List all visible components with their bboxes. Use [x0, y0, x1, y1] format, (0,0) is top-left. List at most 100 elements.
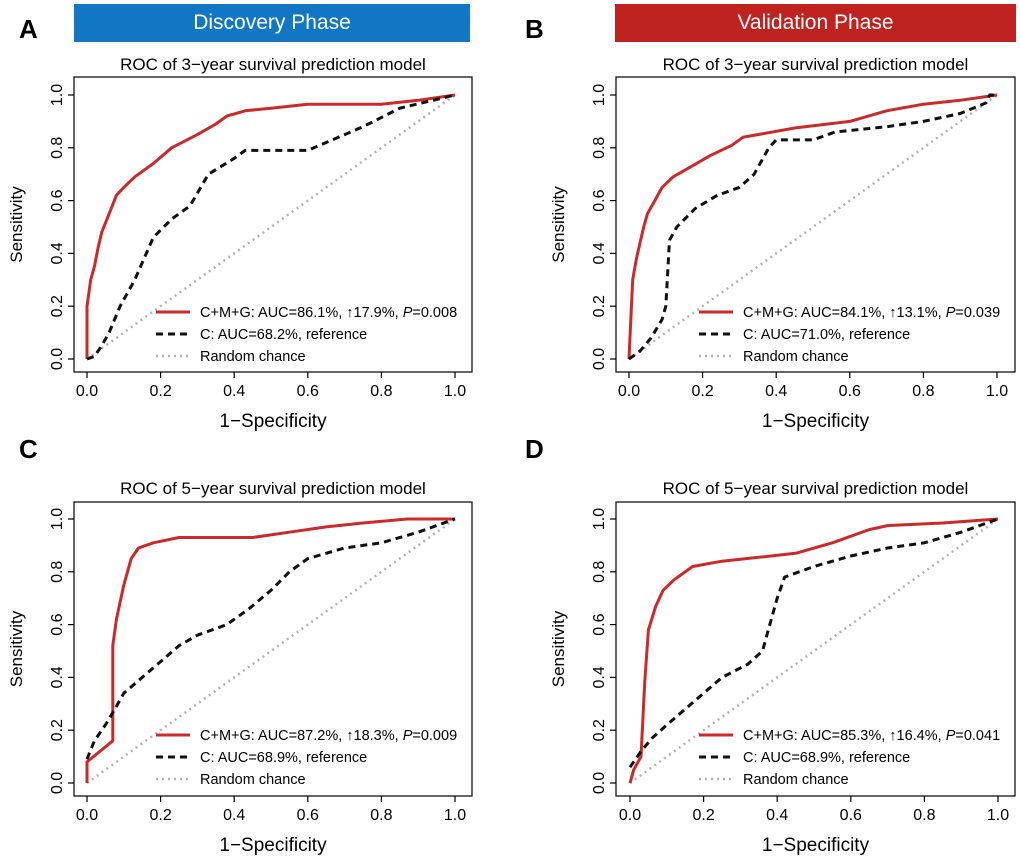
x-tick-label: 0.2 — [149, 383, 171, 400]
x-tick-label: 0.4 — [766, 807, 788, 824]
x-tick-label: 1.0 — [986, 383, 1008, 400]
legend-label-part: C+M+G: AUC=87.2%, ↑18.3%, — [200, 728, 403, 744]
legend-label: C+M+G: AUC=87.2%, ↑18.3%, P=0.009 — [200, 728, 457, 744]
y-tick-label: 0.4 — [49, 242, 66, 264]
x-tick-label: 0.2 — [149, 807, 171, 824]
legend-label-part: P — [403, 305, 413, 321]
x-tick-label: 1.0 — [987, 807, 1009, 824]
y-tick-label: 0.0 — [591, 772, 608, 794]
x-axis-label: 1−Specificity — [219, 835, 327, 856]
reference-roc-curve — [628, 517, 999, 769]
y-axis-label: Sensitivity — [7, 610, 26, 687]
x-tick-label: 0.6 — [297, 383, 319, 400]
x-tick-label: 0.0 — [619, 807, 641, 824]
x-tick-label: 0.8 — [912, 383, 934, 400]
validation-phase-banner: Validation Phase — [615, 4, 1016, 42]
legend-label-part: C+M+G: AUC=85.3%, ↑16.4%, — [743, 728, 946, 744]
x-tick-label: 0.6 — [840, 807, 862, 824]
y-tick-label: 1.0 — [591, 84, 608, 106]
chart-title: ROC of 5−year survival prediction model — [120, 479, 426, 498]
model-roc-curve — [85, 517, 455, 783]
y-tick-label: 0.4 — [591, 666, 608, 688]
y-tick-label: 0.0 — [591, 348, 608, 370]
legend-label-part: C+M+G: AUC=84.1%, ↑13.1%, — [743, 305, 946, 321]
plot-frame — [615, 501, 1016, 797]
legend-label-part: P — [946, 305, 956, 321]
x-tick-label: 0.8 — [370, 807, 392, 824]
y-tick-label: 0.8 — [49, 561, 66, 583]
y-axis-label: Sensitivity — [549, 186, 568, 263]
model-roc-curve — [628, 517, 999, 784]
legend-label-part: =0.009 — [412, 728, 457, 744]
y-tick-label: 0.8 — [49, 137, 66, 159]
plot-frame — [73, 76, 473, 373]
legend-label: Random chance — [200, 772, 306, 788]
y-tick-label: 0.6 — [49, 613, 66, 635]
discovery-phase-banner: Discovery Phase — [74, 4, 470, 42]
reference-roc-curve — [85, 517, 456, 760]
legend-label: C+M+G: AUC=85.3%, ↑16.4%, P=0.041 — [743, 728, 1000, 744]
panel-letter-d: D — [525, 434, 544, 464]
panel-c-chart: ROC of 5−year survival prediction model 0… — [7, 479, 473, 856]
x-tick-label: 1.0 — [444, 807, 466, 824]
legend-label-part: =0.039 — [955, 305, 1000, 321]
y-tick-label: 1.0 — [591, 508, 608, 530]
legend-label: Random chance — [743, 772, 849, 788]
chart-title: ROC of 3−year survival prediction model — [120, 55, 426, 74]
y-tick-label: 1.0 — [49, 508, 66, 530]
y-tick-label: 0.4 — [49, 666, 66, 688]
x-tick-label: 0.0 — [76, 807, 98, 824]
y-tick-label: 0.4 — [591, 242, 608, 264]
y-tick-label: 0.2 — [49, 295, 66, 317]
panel-d-chart: ROC of 5−year survival prediction model 0… — [549, 479, 1016, 856]
legend-label: C: AUC=68.2%, reference — [200, 327, 367, 343]
legend-label-part: =0.008 — [412, 305, 457, 321]
plot-frame — [73, 501, 473, 797]
x-tick-label: 0.4 — [223, 383, 245, 400]
y-tick-label: 0.6 — [591, 613, 608, 635]
legend-label: C+M+G: AUC=86.1%, ↑17.9%, P=0.008 — [200, 305, 457, 321]
y-tick-label: 0.0 — [49, 772, 66, 794]
y-tick-label: 0.2 — [591, 295, 608, 317]
x-tick-label: 0.4 — [223, 807, 245, 824]
legend-label: C: AUC=71.0%, reference — [743, 327, 910, 343]
x-tick-label: 0.0 — [618, 383, 640, 400]
x-axis-label: 1−Specificity — [762, 411, 870, 432]
legend-label: C+M+G: AUC=84.1%, ↑13.1%, P=0.039 — [743, 305, 1000, 321]
x-tick-label: 0.6 — [839, 383, 861, 400]
model-roc-curve — [85, 93, 456, 359]
reference-roc-curve — [86, 93, 456, 361]
y-axis-label: Sensitivity — [7, 186, 26, 263]
x-axis-label: 1−Specificity — [219, 411, 327, 432]
panel-a-chart: ROC of 3−year survival prediction model 0… — [7, 55, 473, 432]
x-tick-label: 0.2 — [692, 807, 714, 824]
legend-label: C: AUC=68.9%, reference — [743, 750, 910, 766]
x-tick-label: 0.0 — [76, 383, 98, 400]
model-roc-curve — [627, 93, 998, 360]
legend-label-part: P — [403, 728, 413, 744]
x-tick-label: 0.4 — [765, 383, 787, 400]
legend-label-part: =0.041 — [955, 728, 1000, 744]
panel-letter-c: C — [19, 434, 38, 464]
y-tick-label: 0.8 — [591, 137, 608, 159]
legend-label: Random chance — [743, 349, 849, 365]
x-tick-label: 0.6 — [297, 807, 319, 824]
panel-letter-b: B — [525, 14, 544, 44]
x-tick-label: 0.8 — [913, 807, 935, 824]
y-tick-label: 0.2 — [591, 719, 608, 741]
y-tick-label: 0.6 — [591, 189, 608, 211]
y-axis-label: Sensitivity — [549, 610, 568, 687]
chart-title: ROC of 3−year survival prediction model — [663, 55, 969, 74]
y-tick-label: 0.6 — [49, 189, 66, 211]
legend-label-part: P — [946, 728, 956, 744]
x-tick-label: 0.2 — [691, 383, 713, 400]
legend-label: Random chance — [200, 349, 306, 365]
y-tick-label: 0.8 — [591, 561, 608, 583]
reference-roc-curve — [628, 93, 997, 361]
panel-b-chart: ROC of 3−year survival prediction model 0… — [549, 55, 1016, 432]
chart-title: ROC of 5−year survival prediction model — [663, 479, 969, 498]
plot-frame — [615, 76, 1016, 373]
x-tick-label: 1.0 — [444, 383, 466, 400]
y-tick-label: 0.0 — [49, 348, 66, 370]
